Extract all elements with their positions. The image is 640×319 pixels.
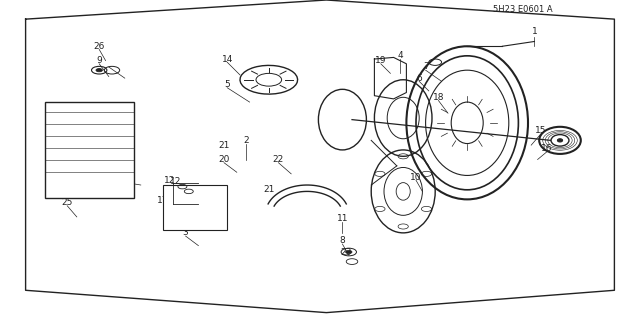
Text: 1: 1: [532, 27, 537, 36]
Text: 8: 8: [340, 236, 345, 245]
Text: 15: 15: [535, 126, 547, 135]
Text: 23: 23: [68, 184, 79, 193]
Text: 4: 4: [397, 51, 403, 60]
Text: 23: 23: [340, 248, 351, 256]
Text: 12: 12: [170, 177, 182, 186]
Text: 14: 14: [221, 55, 233, 63]
FancyBboxPatch shape: [163, 185, 227, 230]
Text: 23: 23: [68, 107, 79, 116]
Text: 11: 11: [337, 214, 348, 223]
Text: 13: 13: [106, 173, 118, 182]
Text: 17: 17: [218, 198, 230, 207]
Text: 10: 10: [410, 173, 422, 182]
Text: 17: 17: [157, 197, 169, 205]
Text: 24: 24: [61, 150, 73, 159]
Text: 5: 5: [225, 80, 230, 89]
Text: 7: 7: [423, 63, 428, 71]
Text: 25: 25: [61, 198, 73, 207]
Text: 20: 20: [218, 155, 230, 164]
Text: 21: 21: [263, 185, 275, 194]
Text: 22: 22: [273, 155, 284, 164]
Text: 2: 2: [244, 136, 249, 145]
Text: 6: 6: [417, 74, 422, 83]
Text: 9: 9: [97, 56, 102, 65]
Circle shape: [346, 250, 352, 254]
Text: 12: 12: [164, 176, 175, 185]
Text: 18: 18: [433, 93, 444, 102]
Text: 21: 21: [218, 141, 230, 150]
Text: 23: 23: [68, 166, 79, 175]
Text: 19: 19: [375, 56, 387, 65]
Text: 23: 23: [68, 126, 79, 135]
Text: 16: 16: [541, 144, 553, 153]
Text: 3: 3: [183, 228, 188, 237]
Ellipse shape: [557, 139, 563, 142]
Circle shape: [96, 69, 102, 72]
Text: 26: 26: [93, 42, 105, 51]
Text: 5H23 E0601 A: 5H23 E0601 A: [493, 5, 552, 14]
FancyBboxPatch shape: [45, 102, 134, 198]
